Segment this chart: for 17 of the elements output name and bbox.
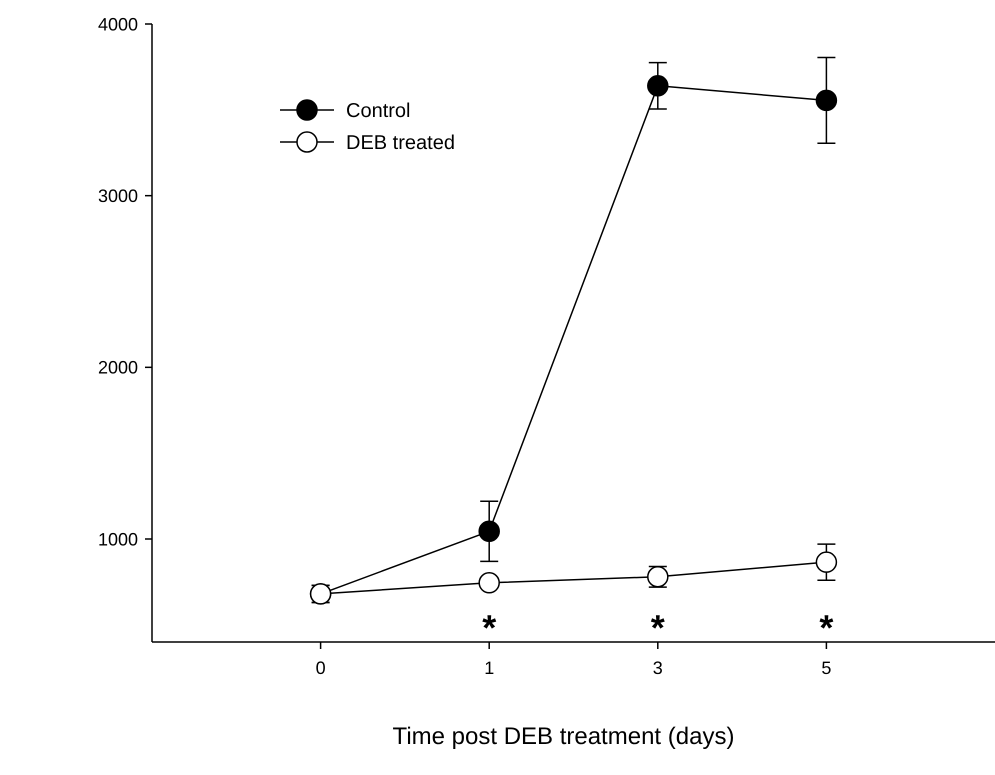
x-tick-label: 3	[652, 658, 663, 678]
legend-label: Control	[346, 100, 410, 122]
annotation: *	[482, 607, 496, 648]
annotation: *	[819, 607, 834, 648]
x-tick-label: 0	[316, 658, 326, 678]
annotation: *	[650, 607, 665, 648]
x-axis-title: Time post DEB treatment (days)	[392, 723, 734, 750]
y-tick-label: 1000	[98, 529, 138, 550]
x-tick-label: 1	[484, 658, 494, 678]
point	[478, 520, 500, 542]
legend-label: DEB treated	[346, 132, 455, 154]
y-tick-label: 3000	[98, 186, 138, 206]
x-tick-label: 5	[821, 658, 832, 678]
point	[816, 90, 838, 112]
y-tick-label: 2000	[98, 358, 138, 378]
point	[647, 75, 669, 97]
y-tick-label: 4000	[98, 14, 138, 34]
